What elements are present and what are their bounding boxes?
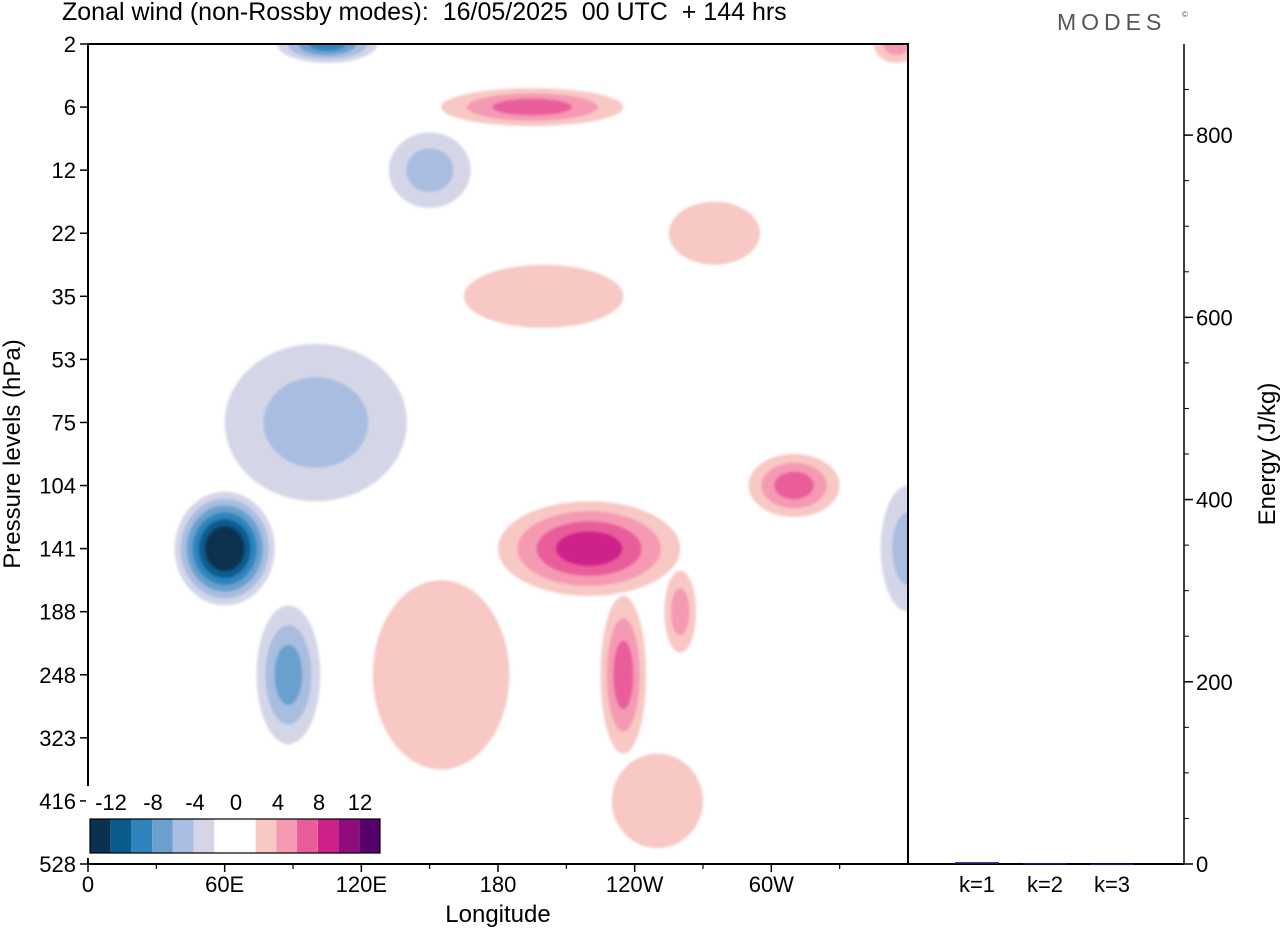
heatmap-frame [87, 43, 909, 865]
x-tick-label: 120E [336, 872, 387, 897]
x-tick-label: 0 [82, 872, 94, 897]
colorbar-swatch [255, 819, 277, 853]
x-tick-label: 180 [480, 872, 517, 897]
colorbar-swatch [235, 819, 256, 853]
y-tick-label: 75 [52, 410, 76, 435]
heatmap-contour-15-1 [671, 588, 690, 636]
colorbar-tick-label: 12 [348, 790, 372, 815]
energy-axis-label: Energy (J/kg) [1254, 383, 1280, 526]
colorbar-swatch [172, 819, 194, 853]
colorbar-swatch [193, 819, 215, 853]
heatmap-field [174, 44, 908, 849]
copyright-mark: © [1182, 10, 1188, 19]
y-tick-label: 141 [39, 537, 76, 562]
heatmap-contour-5-1 [892, 512, 908, 585]
x-tick-label: 60E [205, 872, 244, 897]
colorbar-swatch [110, 819, 132, 853]
energy-bar [955, 862, 999, 864]
colorbar-tick-label: -12 [95, 790, 127, 815]
y-tick-label: 323 [39, 726, 76, 751]
energy-tick-label: 400 [1196, 488, 1233, 513]
heatmap-contour-2-1 [263, 377, 369, 468]
heatmap-contour-4-1 [406, 148, 454, 192]
colorbar-swatch [359, 819, 380, 853]
colorbar: -12 -8 -4 0 4 8 12 [86, 786, 384, 858]
y-tick-label: 12 [52, 158, 76, 183]
colorbar-swatch [276, 819, 298, 853]
heatmap-contour-6-3 [556, 531, 623, 566]
energy-category-label: k=1 [959, 872, 995, 897]
modes-logo: MODES [1057, 9, 1167, 35]
energy-category-label: k=2 [1027, 872, 1063, 897]
y-tick-label: 22 [52, 221, 76, 246]
colorbar-swatch [297, 819, 318, 853]
colorbar-frame [89, 818, 381, 854]
colorbar-swatch [152, 819, 173, 853]
x-tick-label: 60W [749, 872, 794, 897]
y-tick-label: 53 [52, 347, 76, 372]
energy-tick-label: 0 [1196, 852, 1208, 877]
colorbar-swatch [214, 819, 235, 853]
heatmap-contour-12-2 [492, 98, 572, 116]
chart-title: Zonal wind (non-Rossby modes): 16/05/202… [62, 0, 787, 26]
heatmap-contour-9-0 [611, 753, 704, 849]
heatmap-contour-11-0 [463, 264, 624, 328]
heatmap-contour-8-0 [372, 580, 510, 770]
heatmap-contour-10-2 [774, 471, 814, 500]
energy-bar [1023, 863, 1067, 865]
colorbar-swatch [131, 819, 153, 853]
heatmap-contour-3-3 [309, 44, 346, 51]
colorbar-tick-label: 8 [313, 790, 325, 815]
y-tick-label: 416 [39, 789, 76, 814]
energy-tick-label: 600 [1196, 305, 1233, 330]
energy-category-label: k=3 [1094, 872, 1130, 897]
energy-bar [1090, 863, 1134, 866]
x-axis-label: Longitude [445, 901, 550, 928]
colorbar-tick-label: -4 [185, 790, 205, 815]
y-tick-label: 104 [39, 474, 76, 499]
y-tick-label: 188 [39, 600, 76, 625]
colorbar-swatch [90, 819, 111, 853]
colorbar-swatch [317, 819, 339, 853]
y-tick-label: 528 [39, 852, 76, 877]
y-tick-label: 2 [64, 32, 76, 57]
y-axis-label: Pressure levels (hPa) [0, 339, 26, 568]
colorbar-swatch [338, 819, 360, 853]
energy-tick-label: 200 [1196, 670, 1233, 695]
y-tick-label: 6 [64, 95, 76, 120]
heatmap-contour-13-0 [668, 201, 761, 265]
heatmap-contour-1-2 [274, 644, 303, 705]
heatmap-contour-7-2 [613, 640, 634, 709]
energy-tick-label: 800 [1196, 123, 1233, 148]
y-tick-label: 35 [52, 284, 76, 309]
heatmap-contour-0-6 [211, 533, 239, 564]
heatmap-contour-14-1 [883, 44, 908, 55]
energy-bars: 0 200 400 600 800 Energy (J/kg) k=1 k=2 k=3 [955, 89, 1280, 897]
colorbar-tick-label: 0 [230, 790, 242, 815]
colorbar-tick-label: 4 [272, 790, 284, 815]
x-tick-label: 120W [606, 872, 664, 897]
y-tick-label: 248 [39, 663, 76, 688]
colorbar-tick-label: -8 [143, 790, 163, 815]
